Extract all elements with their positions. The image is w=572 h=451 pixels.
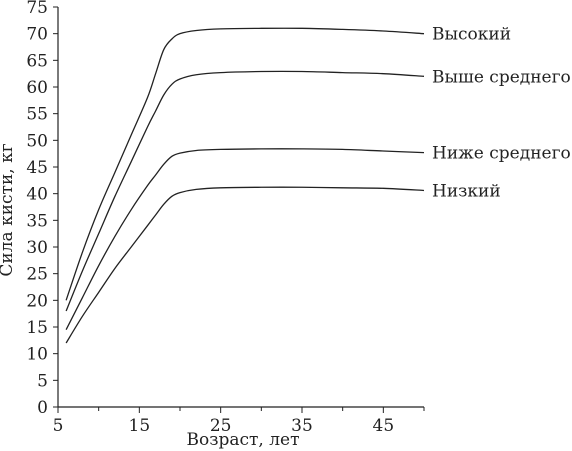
y-tick-label: 65 [26,51,48,71]
y-tick-label: 25 [26,265,48,285]
y-tick-label: 35 [26,211,48,231]
x-axis-title: Возраст, лет [186,430,299,450]
series-labels: Высокий Выше среднего Ниже среднего Низкий [432,25,571,202]
y-tick-label: 15 [26,318,48,338]
y-tick-label: 10 [26,345,48,365]
y-tick-label: 30 [26,238,48,258]
y-tick-label: 75 [26,0,48,18]
x-tick-label: 45 [373,416,395,436]
y-tick-label: 55 [26,105,48,125]
series-label: Низкий [432,181,501,201]
series-line [65,70,425,312]
y-tick-label: 70 [26,25,48,45]
x-tick-label: 25 [210,416,232,436]
y-tick-label: 20 [26,291,48,311]
x-tick-label: 5 [53,416,64,436]
y-axis-title: Сила кисти, кг [0,143,17,276]
series-line [65,27,425,301]
y-tick-label: 5 [37,371,48,391]
y-tick-label: 50 [26,131,48,151]
x-tick-label: 15 [129,416,151,436]
y-tick-label: 0 [37,398,48,418]
series-line [65,148,425,330]
series-lines [65,27,425,344]
y-tick-label: 45 [26,158,48,178]
series-label: Выше среднего [432,67,571,87]
y-tick-label: 60 [26,78,48,98]
y-tick-label: 40 [26,185,48,205]
series-line [65,186,425,344]
series-label: Ниже среднего [432,144,571,164]
series-label: Высокий [432,25,511,45]
x-tick-label: 35 [291,416,313,436]
